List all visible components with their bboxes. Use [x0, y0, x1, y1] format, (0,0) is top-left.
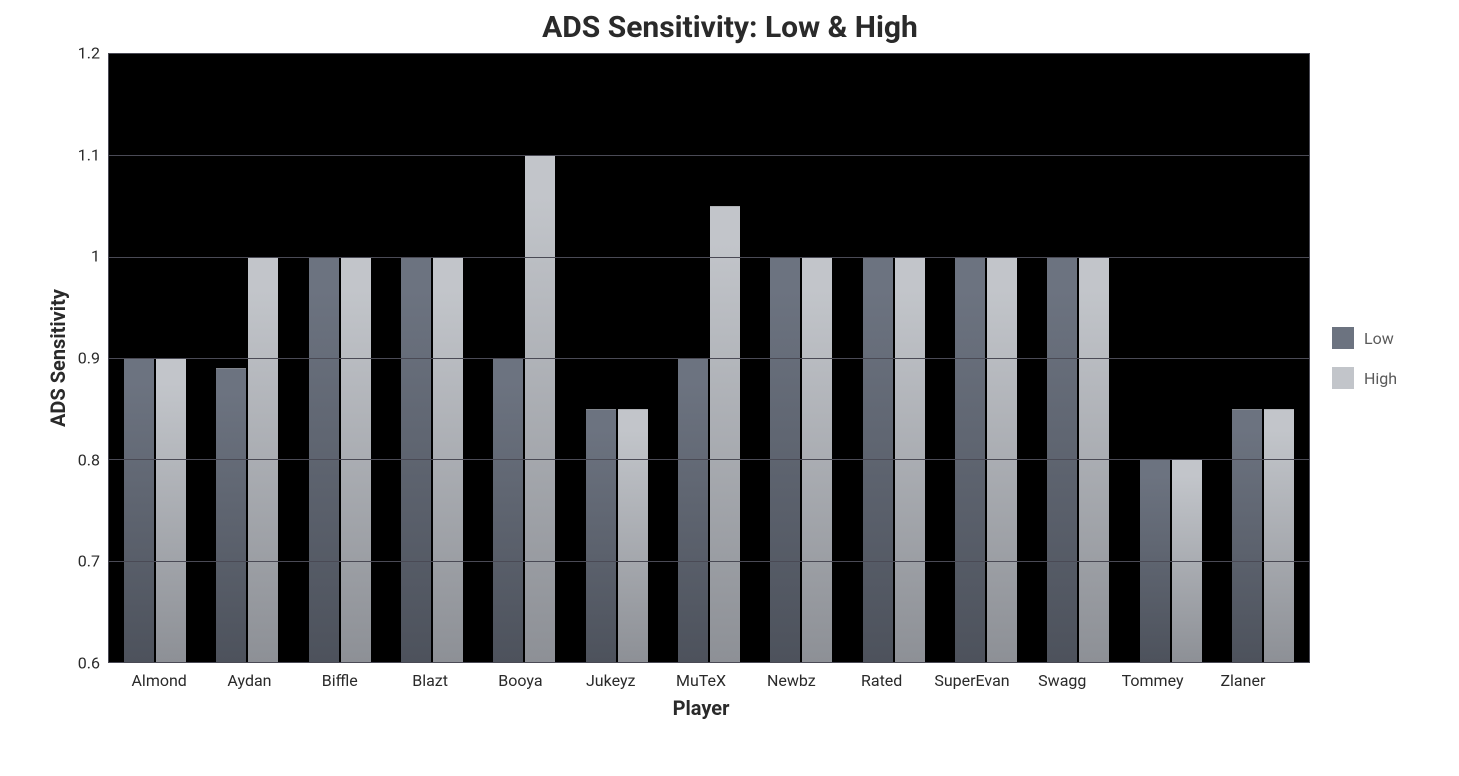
legend-label: Low — [1364, 329, 1394, 348]
bar-high — [525, 155, 555, 662]
bar-high — [156, 358, 186, 662]
x-tick: Aydan — [204, 663, 294, 690]
x-tick: Almond — [114, 663, 204, 690]
bar-high — [618, 409, 648, 662]
x-ticks-row: AlmondAydanBiffleBlaztBooyaJukeyzMuTeXNe… — [40, 663, 1420, 690]
x-pad-left-2 — [40, 690, 114, 720]
legend-swatch — [1332, 327, 1354, 349]
gridline — [109, 257, 1309, 258]
bar-low — [124, 358, 154, 662]
x-tick: MuTeX — [656, 663, 746, 690]
bar-high — [1264, 409, 1294, 662]
bar-low — [1232, 409, 1262, 662]
x-pad-right-2 — [1288, 690, 1420, 720]
y-tick: 1 — [91, 247, 100, 266]
legend: Low High — [1310, 53, 1420, 663]
x-tick: Rated — [837, 663, 927, 690]
y-tick: 0.8 — [78, 450, 100, 469]
legend-swatch — [1332, 367, 1354, 389]
plot-area — [108, 53, 1310, 663]
y-tick: 0.7 — [78, 552, 100, 571]
y-axis-label: ADS Sensitivity — [40, 53, 64, 663]
x-label-row: Player — [40, 690, 1420, 720]
bar-low — [678, 358, 708, 662]
gridline — [109, 561, 1309, 562]
chart-title: ADS Sensitivity: Low & High — [40, 10, 1420, 45]
x-tick: Booya — [475, 663, 565, 690]
legend-label: High — [1364, 369, 1397, 388]
x-tick: SuperEvan — [927, 663, 1017, 690]
x-tick: Blazt — [385, 663, 475, 690]
gridline — [109, 459, 1309, 460]
x-pad-right — [1288, 663, 1420, 690]
x-axis-ticks: AlmondAydanBiffleBlaztBooyaJukeyzMuTeXNe… — [114, 663, 1288, 690]
plot-row: ADS Sensitivity 1.21.110.90.80.70.6 LowH… — [40, 53, 1420, 663]
x-tick: Newbz — [746, 663, 836, 690]
bar-low — [216, 368, 246, 662]
y-tick: 0.9 — [78, 349, 100, 368]
legend-item: High — [1332, 367, 1420, 389]
legend-item: Low — [1332, 327, 1420, 349]
x-tick: Tommey — [1107, 663, 1197, 690]
gridline — [109, 155, 1309, 156]
x-tick: Jukeyz — [566, 663, 656, 690]
bar-high — [710, 206, 740, 662]
bar-low — [493, 358, 523, 662]
y-tick: 1.1 — [78, 145, 100, 164]
x-tick: Swagg — [1017, 663, 1107, 690]
y-tick: 1.2 — [78, 44, 100, 63]
x-tick: Zlaner — [1198, 663, 1288, 690]
x-tick: Biffle — [295, 663, 385, 690]
y-tick: 0.6 — [78, 654, 100, 673]
bar-low — [586, 409, 616, 662]
x-axis-label: Player — [114, 690, 1288, 720]
chart-container: ADS Sensitivity: Low & High ADS Sensitiv… — [40, 10, 1420, 766]
gridline — [109, 358, 1309, 359]
y-axis-ticks: 1.21.110.90.80.70.6 — [64, 53, 108, 663]
